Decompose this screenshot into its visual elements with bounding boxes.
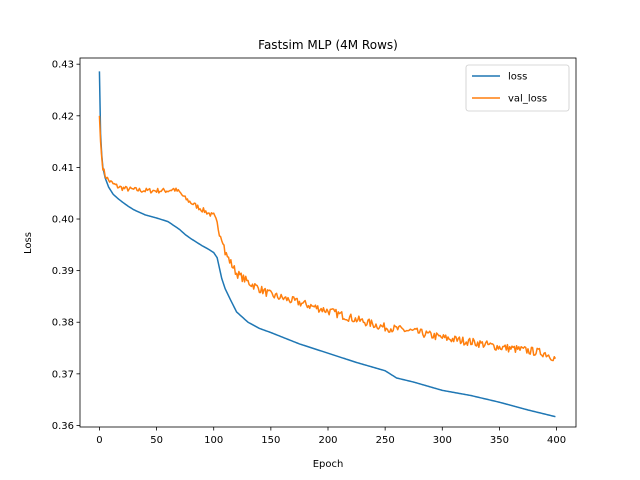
x-tick-label: 100	[204, 435, 223, 446]
y-tick-label: 0.39	[52, 266, 74, 277]
y-tick-label: 0.36	[52, 421, 74, 432]
x-tick-label: 150	[261, 435, 280, 446]
x-tick-label: 200	[318, 435, 337, 446]
legend-label-val-loss: val_loss	[508, 94, 547, 105]
series-line-val-loss	[98, 115, 557, 362]
y-tick-label: 0.41	[52, 163, 74, 174]
x-axis-label: Epoch	[313, 459, 344, 470]
x-tick-label: 50	[150, 435, 163, 446]
x-axis: 0 50 100 150 200 250 300 350 400	[96, 427, 566, 446]
x-tick-label: 400	[547, 435, 566, 446]
y-tick-label: 0.40	[52, 215, 74, 226]
series-line-loss	[98, 71, 556, 418]
legend: loss val_loss	[465, 64, 570, 112]
y-axis: 0.36 0.37 0.38 0.39 0.40 0.41 0.42 0.43	[52, 60, 80, 432]
x-tick-label: 0	[96, 435, 102, 446]
chart-title: Fastsim MLP (4M Rows)	[258, 38, 398, 52]
y-tick-label: 0.37	[52, 369, 74, 380]
legend-label-loss: loss	[508, 72, 527, 83]
y-axis-label: Loss	[23, 232, 34, 254]
y-tick-label: 0.38	[52, 318, 74, 329]
x-tick-label: 250	[376, 435, 395, 446]
y-tick-label: 0.42	[52, 111, 74, 122]
y-tick-label: 0.43	[52, 60, 74, 71]
x-tick-label: 350	[490, 435, 509, 446]
x-tick-label: 300	[433, 435, 452, 446]
